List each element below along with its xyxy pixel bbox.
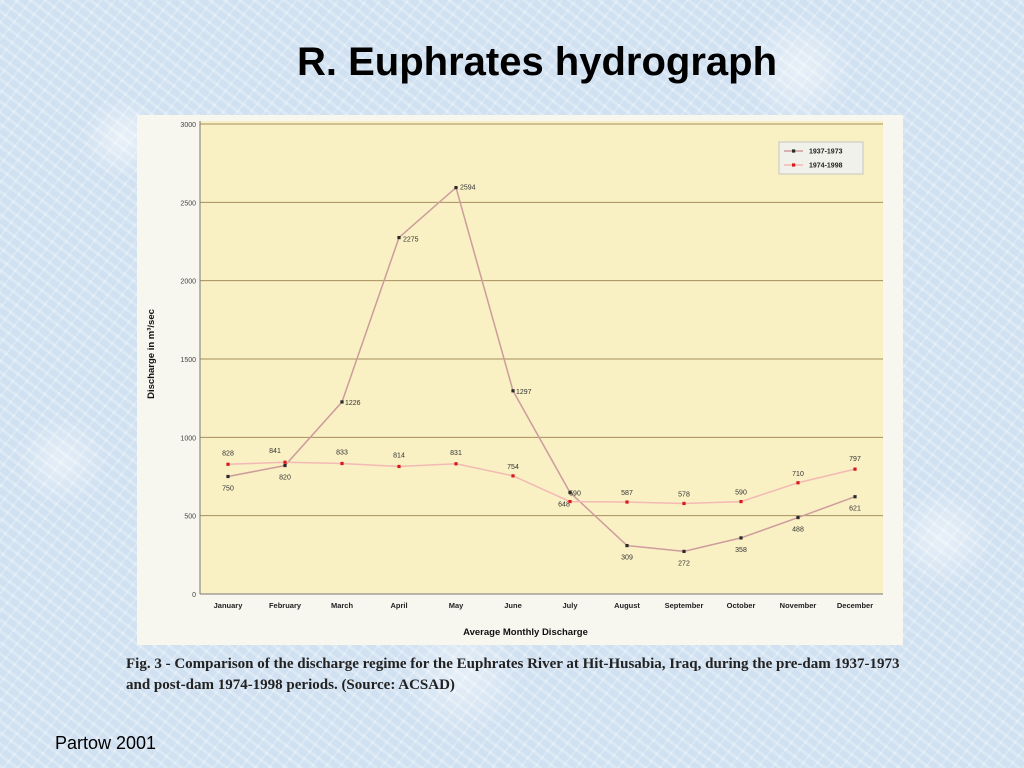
data-label-post-dam: 833 bbox=[336, 449, 348, 456]
legend-swatch-marker bbox=[792, 149, 796, 153]
data-label-post-dam: 754 bbox=[507, 464, 519, 471]
y-tick-label: 3000 bbox=[180, 122, 196, 129]
figure-caption: Fig. 3 - Comparison of the discharge reg… bbox=[126, 656, 900, 693]
data-label-pre-dam: 1226 bbox=[345, 400, 361, 407]
data-label-pre-dam: 272 bbox=[678, 560, 690, 567]
y-tick-label: 1000 bbox=[180, 435, 196, 442]
x-tick-label: April bbox=[390, 601, 407, 610]
data-point-pre-dam bbox=[340, 400, 344, 404]
data-point-post-dam bbox=[682, 501, 686, 506]
series-line-pre-dam bbox=[227, 186, 856, 553]
data-label-pre-dam: 621 bbox=[849, 506, 861, 513]
x-tick-label: December bbox=[837, 601, 873, 610]
data-label-pre-dam: 648 bbox=[558, 501, 570, 508]
data-point-pre-dam bbox=[853, 495, 857, 499]
data-point-pre-dam bbox=[625, 543, 629, 548]
legend-label: 1974-1998 bbox=[809, 163, 843, 170]
data-point-post-dam bbox=[568, 499, 572, 504]
y-tick-label: 2000 bbox=[180, 279, 196, 286]
data-point-post-dam bbox=[739, 499, 743, 504]
x-tick-label: July bbox=[562, 601, 578, 610]
data-point-pre-dam bbox=[739, 536, 743, 540]
x-tick-label: May bbox=[449, 601, 464, 610]
x-tick-label: June bbox=[504, 601, 522, 610]
data-label-post-dam: 710 bbox=[792, 471, 804, 478]
data-label-post-dam: 831 bbox=[450, 450, 462, 457]
data-point-pre-dam bbox=[568, 490, 572, 495]
data-point-post-dam bbox=[454, 462, 458, 466]
data-label-pre-dam: 358 bbox=[735, 547, 747, 554]
data-label-pre-dam: 2594 bbox=[460, 185, 476, 192]
data-label-post-dam: 828 bbox=[222, 450, 234, 457]
data-point-pre-dam bbox=[397, 235, 401, 240]
data-point-pre-dam bbox=[283, 463, 287, 468]
data-point-pre-dam bbox=[796, 515, 800, 520]
y-tick-label: 0 bbox=[192, 592, 196, 599]
data-point-pre-dam bbox=[682, 549, 686, 553]
data-label-post-dam: 587 bbox=[621, 490, 633, 497]
data-label-pre-dam: 309 bbox=[621, 555, 633, 562]
data-label-pre-dam: 2275 bbox=[403, 237, 419, 244]
y-tick-label: 1500 bbox=[180, 357, 196, 364]
slide-title: R. Euphrates hydrograph bbox=[296, 40, 778, 84]
x-tick-label: March bbox=[331, 601, 354, 610]
x-tick-label: September bbox=[665, 601, 704, 610]
data-label-post-dam: 814 bbox=[393, 452, 405, 459]
data-point-post-dam bbox=[340, 461, 344, 466]
x-tick-label: October bbox=[727, 601, 756, 610]
data-point-pre-dam bbox=[226, 474, 230, 479]
x-tick-label: August bbox=[614, 601, 640, 610]
data-label-post-dam: 590 bbox=[569, 491, 581, 498]
legend-swatch-marker bbox=[792, 163, 796, 167]
x-tick-label: January bbox=[214, 601, 244, 610]
data-point-post-dam bbox=[283, 460, 287, 464]
legend-label: 1937-1973 bbox=[809, 149, 843, 156]
data-label-pre-dam: 820 bbox=[279, 475, 291, 482]
legend-box bbox=[778, 141, 864, 175]
data-point-post-dam bbox=[397, 464, 401, 469]
data-point-post-dam bbox=[625, 500, 629, 504]
data-label-post-dam: 841 bbox=[269, 448, 281, 455]
data-point-pre-dam bbox=[511, 389, 515, 393]
data-label-pre-dam: 750 bbox=[222, 486, 234, 493]
data-label-pre-dam: 1297 bbox=[516, 389, 532, 396]
y-tick-label: 500 bbox=[184, 514, 196, 521]
hydrograph-figure: 0 500 1000 1500 2000 2500 3000 January February M… bbox=[137, 115, 903, 645]
data-point-post-dam bbox=[796, 481, 800, 485]
data-point-post-dam bbox=[853, 467, 857, 471]
y-tick-label: 2500 bbox=[180, 200, 196, 207]
data-label-post-dam: 797 bbox=[849, 456, 861, 463]
hydrograph-chart: 0 500 1000 1500 2000 2500 3000 January February M… bbox=[146, 121, 883, 638]
data-point-post-dam bbox=[511, 474, 515, 478]
data-point-pre-dam bbox=[454, 186, 458, 190]
data-label-post-dam: 578 bbox=[678, 491, 690, 498]
y-axis-title: Discharge in m³/sec bbox=[146, 309, 157, 399]
data-point-post-dam bbox=[226, 462, 230, 466]
data-label-pre-dam: 488 bbox=[792, 527, 804, 534]
x-tick-label: November bbox=[780, 601, 817, 610]
source-credit: Partow 2001 bbox=[55, 733, 157, 753]
x-axis-title: Average Monthly Discharge bbox=[463, 627, 588, 638]
series-line-post-dam bbox=[227, 461, 856, 505]
data-label-post-dam: 590 bbox=[735, 490, 747, 497]
x-tick-label: February bbox=[269, 601, 302, 610]
